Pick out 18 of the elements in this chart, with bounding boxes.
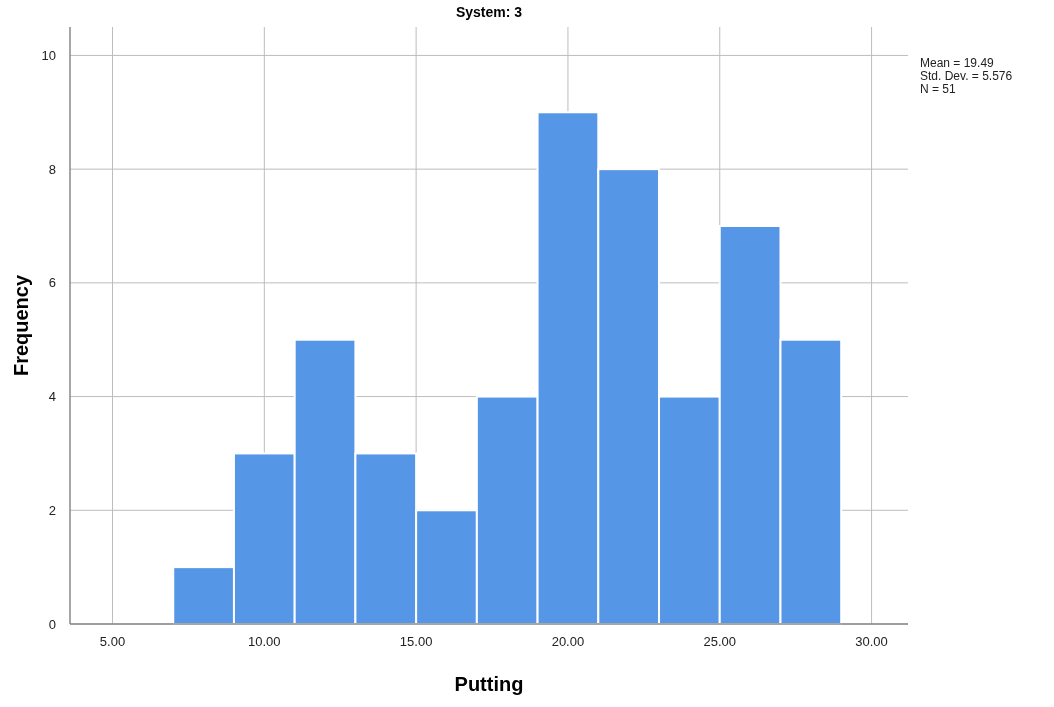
text: N = 51 xyxy=(920,82,957,97)
y-tick-label: 6 xyxy=(48,275,56,291)
x-tick-label: 25.00 xyxy=(703,634,737,649)
x-tick-label: 10.00 xyxy=(248,634,281,649)
text: Std. Dev. = 5.576 xyxy=(920,69,1013,84)
y-tick-label: 10 xyxy=(41,47,56,63)
x-tick-label: 5.00 xyxy=(99,634,126,649)
y-tick-label: 0 xyxy=(48,616,56,632)
y-tick-label: 8 xyxy=(48,161,56,177)
x-tick-label: 20.00 xyxy=(551,634,585,649)
x-axis-title: Putting xyxy=(454,673,524,695)
text: Mean = 19.49 xyxy=(920,56,995,71)
chart-title: System: 3 xyxy=(455,4,523,20)
y-tick-label: 4 xyxy=(48,389,56,405)
x-tick-label: 30.00 xyxy=(855,634,888,649)
x-tick-label: 15.00 xyxy=(399,634,433,649)
y-tick-label: 2 xyxy=(48,502,56,518)
y-axis-title: Frequency xyxy=(10,274,32,377)
